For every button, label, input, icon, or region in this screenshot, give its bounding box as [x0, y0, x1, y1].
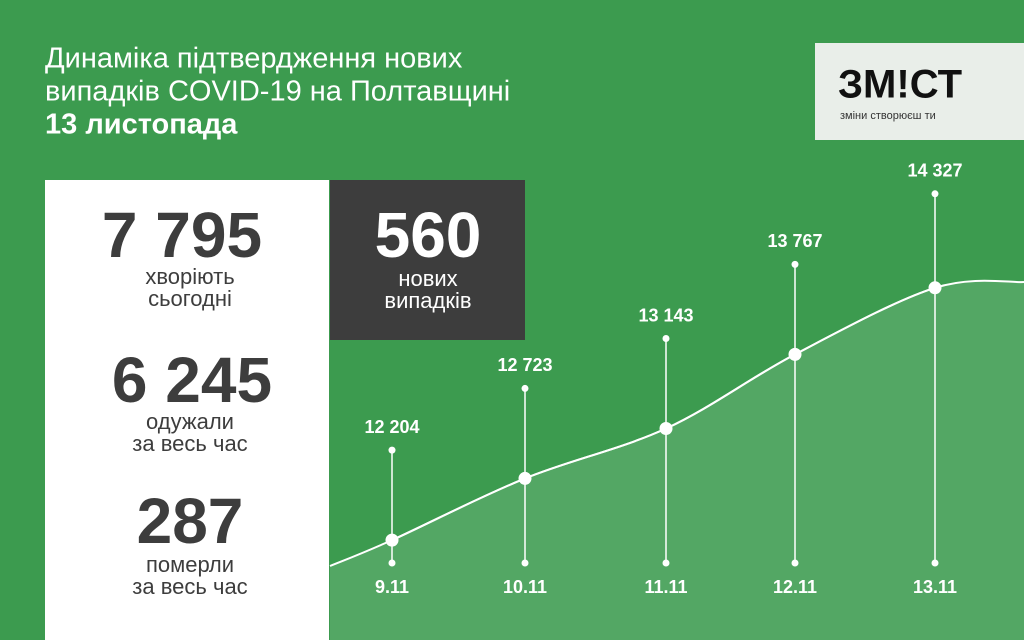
- leader-dot: [388, 559, 396, 567]
- x-tick-label: 13.11: [913, 577, 957, 597]
- point: [518, 471, 532, 485]
- value-label: 13 143: [638, 305, 693, 325]
- stat-value: 287: [137, 485, 244, 557]
- point: [385, 533, 399, 547]
- stats-panel: [45, 180, 329, 640]
- new-cases-label: випадків: [384, 288, 471, 313]
- logo-tagline: зміни створюєш ти: [840, 110, 936, 122]
- stat-label: за весь час: [132, 574, 247, 599]
- x-tick-label: 11.11: [644, 577, 687, 597]
- new-cases-panel: [330, 180, 525, 340]
- value-label: 13 767: [767, 231, 822, 251]
- leader-dot: [662, 559, 670, 567]
- leader-dot: [662, 335, 670, 343]
- value-label: 12 723: [497, 355, 552, 375]
- leader-dot: [791, 260, 799, 268]
- stat-label: померли: [146, 552, 234, 577]
- point: [928, 281, 942, 295]
- stat-value: 7 795: [102, 199, 262, 271]
- chart: 12 204 9.11 12 723 10.11 13 143 11.11 13 767 12…: [329, 161, 1024, 640]
- value-label: 14 327: [907, 161, 962, 181]
- stat-value: 6 245: [112, 344, 272, 416]
- area: [330, 280, 1024, 640]
- leader-dot: [931, 559, 939, 567]
- leader-dot: [791, 559, 799, 567]
- stat-label: за весь час: [132, 431, 247, 456]
- logo-box: [815, 43, 1024, 140]
- new-cases-label: нових: [398, 266, 457, 291]
- value-label: 12 204: [364, 417, 419, 437]
- leader-dot: [931, 190, 939, 198]
- new-cases-value: 560: [375, 199, 482, 271]
- title: Динаміка підтвердження нових: [45, 43, 463, 75]
- stat-label: хворіють: [145, 264, 234, 289]
- point: [788, 347, 802, 361]
- leader-dot: [388, 446, 396, 454]
- leader-dot: [521, 559, 529, 567]
- logo-name: ЗМ!СТ: [838, 63, 962, 107]
- new-cases: 560 нових випадків: [375, 199, 482, 313]
- x-tick-label: 10.11: [503, 577, 547, 597]
- x-tick-label: 9.11: [375, 577, 409, 597]
- stat-label: одужали: [146, 409, 234, 434]
- point: [659, 422, 673, 436]
- date: 13 листопада: [45, 109, 238, 141]
- leader-dot: [521, 384, 529, 392]
- title: випадків COVID-19 на Полтавщині: [45, 76, 510, 108]
- stat-label: сьогодні: [148, 286, 232, 311]
- x-tick-label: 12.11: [773, 577, 817, 597]
- stats: 7 795 хворіють сьогодні 6 245 одужали за…: [102, 199, 272, 599]
